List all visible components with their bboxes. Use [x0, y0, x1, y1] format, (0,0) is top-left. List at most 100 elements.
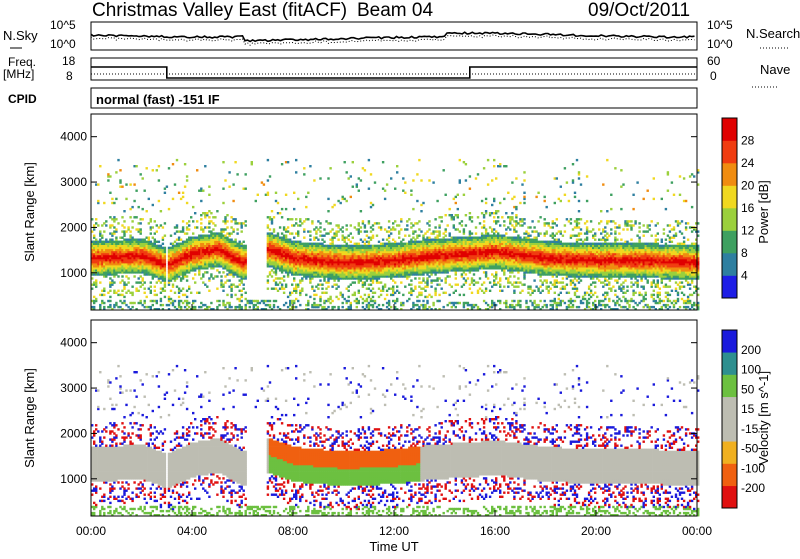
power-cell	[283, 279, 285, 281]
power-cell	[140, 300, 142, 302]
power-cell	[249, 306, 251, 308]
power-cell	[263, 183, 265, 185]
power-cell	[485, 198, 487, 200]
power-cell	[234, 294, 236, 296]
power-cell	[267, 216, 269, 218]
power-cell	[412, 208, 414, 210]
power-cell	[469, 284, 471, 286]
power-cell	[337, 298, 339, 300]
power-cell	[469, 255, 471, 257]
power-cell	[378, 245, 380, 247]
power-cell	[216, 275, 218, 277]
power-cell	[287, 255, 289, 257]
power-cell	[465, 214, 467, 216]
power-cell	[372, 224, 374, 226]
power-cell	[346, 243, 348, 245]
power-cell	[164, 284, 166, 286]
power-cell	[317, 304, 319, 306]
power-cell	[463, 194, 465, 196]
power-cell	[469, 259, 471, 261]
power-cell	[354, 281, 356, 283]
power-cell	[475, 177, 477, 179]
power-cell	[99, 304, 101, 306]
power-cell	[146, 210, 148, 212]
power-cell	[445, 214, 447, 216]
power-cell	[206, 245, 208, 247]
power-cell	[479, 288, 481, 290]
power-cell	[156, 300, 158, 302]
power-cell	[150, 220, 152, 222]
power-cell	[378, 226, 380, 228]
power-cell	[378, 296, 380, 298]
power-cell	[469, 188, 471, 190]
power-cell	[402, 302, 404, 304]
power-cell	[368, 273, 370, 275]
power-cell	[113, 281, 115, 283]
power-cell	[364, 294, 366, 296]
power-cell	[453, 216, 455, 218]
power-cell	[97, 183, 99, 185]
power-cell	[168, 296, 170, 298]
power-cell	[154, 239, 156, 241]
power-cell	[170, 235, 172, 237]
power-cell	[115, 228, 117, 230]
power-cell	[469, 230, 471, 232]
power-cell	[119, 306, 121, 308]
power-cell	[277, 265, 279, 267]
power-cell	[133, 302, 135, 304]
power-cell	[323, 306, 325, 308]
power-cell	[327, 279, 329, 281]
power-cell	[164, 255, 166, 257]
power-cell	[111, 198, 113, 200]
power-cell	[206, 212, 208, 214]
power-cell	[418, 265, 420, 267]
power-cell	[146, 241, 148, 243]
power-cell	[479, 259, 481, 261]
power-cell	[396, 298, 398, 300]
power-cell	[392, 239, 394, 241]
power-cell	[269, 304, 271, 306]
power-cell	[125, 249, 127, 251]
power-cell	[156, 241, 158, 243]
power-cell	[485, 273, 487, 275]
power-cell	[388, 255, 390, 257]
power-cell	[445, 230, 447, 232]
power-cell	[103, 290, 105, 292]
power-cell	[226, 237, 228, 239]
power-cell	[241, 230, 243, 232]
power-cell	[418, 220, 420, 222]
power-cell	[459, 222, 461, 224]
power-cell	[123, 210, 125, 212]
power-cell	[135, 265, 137, 267]
power-cell	[418, 281, 420, 283]
power-cell	[352, 186, 354, 188]
power-cell	[418, 235, 420, 237]
power-cell	[243, 241, 245, 243]
power-cell	[162, 243, 164, 245]
power-cell	[346, 171, 348, 173]
power-cell	[501, 290, 503, 292]
power-cell	[390, 177, 392, 179]
power-cell	[473, 284, 475, 286]
power-cell	[293, 208, 295, 210]
power-cell	[398, 245, 400, 247]
power-cell	[465, 163, 467, 165]
power-cell	[214, 216, 216, 218]
power-cell	[386, 290, 388, 292]
power-cell	[123, 226, 125, 228]
power-cell	[206, 255, 208, 257]
power-cell	[449, 241, 451, 243]
power-cell	[194, 269, 196, 271]
power-cell	[186, 245, 188, 247]
power-cell	[115, 230, 117, 232]
power-cell	[289, 239, 291, 241]
power-cell	[463, 284, 465, 286]
power-cell	[372, 288, 374, 290]
power-cell	[218, 271, 220, 273]
power-cell	[125, 255, 127, 257]
power-cell	[174, 300, 176, 302]
power-cell	[337, 279, 339, 281]
power-cell	[360, 179, 362, 181]
power-cell	[125, 284, 127, 286]
power-cell	[309, 165, 311, 167]
